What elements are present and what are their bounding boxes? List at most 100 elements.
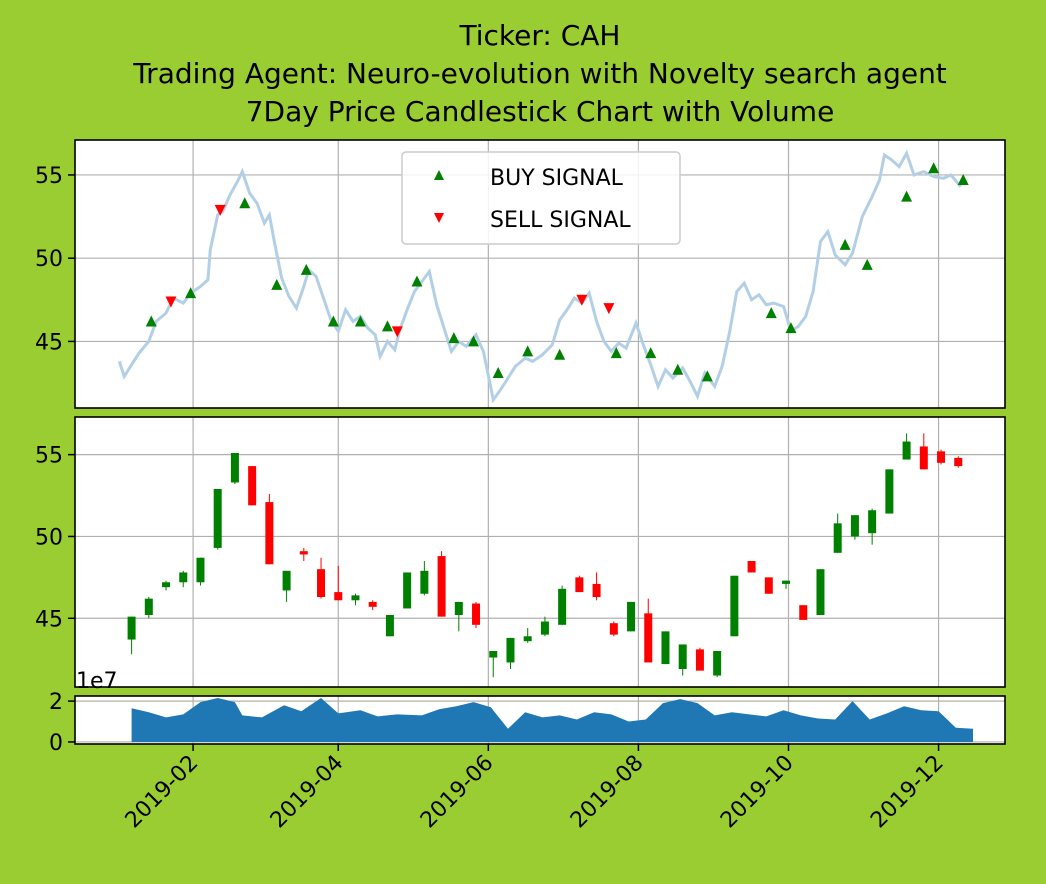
candle-body (730, 575, 739, 637)
candle (317, 557, 326, 599)
xtick-label: 2019-02 (121, 751, 204, 834)
candle-body (179, 572, 188, 583)
candle-body (850, 515, 859, 537)
sell-signal-marker (165, 296, 177, 308)
candle (695, 647, 704, 671)
candle-body (782, 580, 791, 584)
candles (127, 433, 963, 678)
buy-signal-marker (354, 315, 366, 327)
x-axis: 2019-02 2019-04 2019-06 2019-08 2019-10 2019-… (121, 744, 949, 833)
buy-signal-marker (957, 173, 969, 185)
candle-grid (75, 417, 1005, 687)
candle (282, 570, 291, 602)
candle-ytick-label: 45 (35, 607, 63, 632)
candle (609, 621, 618, 637)
sell-signal-marker (391, 326, 403, 338)
candle-body (799, 605, 808, 620)
price-ytick-label: 55 (35, 164, 63, 189)
candle (902, 433, 911, 460)
candle-body (919, 446, 928, 470)
buy-signal-marker (610, 347, 622, 359)
candle (747, 561, 756, 573)
xtick-label: 2019-12 (866, 751, 949, 834)
candle-body (437, 556, 446, 617)
candle-body (506, 637, 515, 663)
candle-body (713, 651, 722, 676)
candle-body (609, 623, 618, 635)
volume-ytick-label: 0 (49, 731, 63, 756)
buy-signal-marker (468, 335, 480, 347)
candle-body (540, 621, 549, 635)
candle (713, 651, 722, 678)
legend-sell-label: SELL SIGNAL (490, 208, 631, 233)
candle-body (489, 651, 498, 658)
candle (385, 615, 394, 637)
legend-sell-marker (434, 213, 444, 223)
price-ytick-label: 45 (35, 330, 63, 355)
candle-body (385, 615, 394, 637)
candle-body (127, 616, 136, 640)
title-line-2: Trading Agent: Neuro-evolution with Nove… (132, 57, 947, 90)
candle (730, 575, 739, 637)
candle (885, 469, 894, 514)
candle-body (558, 588, 567, 625)
candle-body (230, 453, 239, 483)
candle (782, 580, 791, 589)
price-y-axis: 45 50 55 (35, 164, 75, 355)
candle-body (644, 613, 653, 663)
buy-signal-marker (271, 278, 283, 290)
candle (954, 456, 963, 468)
candle (472, 601, 481, 629)
candle-body (213, 489, 222, 548)
candle-body (420, 570, 429, 594)
candle (644, 598, 653, 663)
candle (919, 433, 928, 470)
candle-body (868, 510, 877, 534)
sell-markers (165, 204, 615, 338)
candle (403, 572, 412, 609)
buy-signal-marker (901, 190, 913, 202)
price-line (117, 149, 962, 404)
candle-body (592, 583, 601, 597)
candle-body (299, 551, 308, 555)
buy-signal-marker (928, 162, 940, 174)
xtick-label: 2019-04 (266, 751, 349, 834)
buy-signal-marker (839, 238, 851, 250)
candle-body (954, 457, 963, 467)
volume-panel-frame (74, 695, 1006, 745)
buy-markers (145, 162, 969, 382)
legend-box (401, 151, 681, 245)
volume-exponent-label: 1e7 (76, 669, 118, 694)
price-panel-frame (74, 139, 1006, 409)
volume-panel: 02 1e7 (49, 669, 1006, 756)
candle-panel-frame (74, 416, 1006, 688)
candle (127, 616, 136, 655)
buy-signal-marker (765, 307, 777, 319)
candle (248, 466, 257, 506)
candle (144, 597, 153, 619)
candle-ytick-label: 55 (35, 444, 63, 469)
title-line-3: 7Day Price Candlestick Chart with Volume (246, 95, 835, 128)
candle (489, 651, 498, 678)
legend-buy-marker (434, 170, 444, 180)
candle-body (747, 561, 756, 573)
buy-signal-marker (145, 315, 157, 327)
sell-signal-marker (603, 303, 615, 315)
xtick-label: 2019-06 (416, 751, 499, 834)
price-panel: 45 50 55 BUY SIGNAL SELL SIGNAL (35, 139, 1006, 409)
candle-body (575, 577, 584, 593)
chart-title: Ticker: CAH Trading Agent: Neuro-evoluti… (132, 19, 947, 128)
candle-body (282, 570, 291, 591)
buy-signal-marker (554, 348, 566, 360)
candle (299, 547, 308, 561)
candle-body (248, 466, 257, 506)
buy-signal-marker (785, 322, 797, 334)
candle (764, 577, 773, 594)
buy-signal-marker (645, 347, 657, 359)
candle-body (902, 441, 911, 460)
candle-body (144, 598, 153, 615)
candle (334, 565, 343, 601)
candle-panel-background (75, 417, 1005, 687)
sell-signal-marker (214, 204, 226, 216)
